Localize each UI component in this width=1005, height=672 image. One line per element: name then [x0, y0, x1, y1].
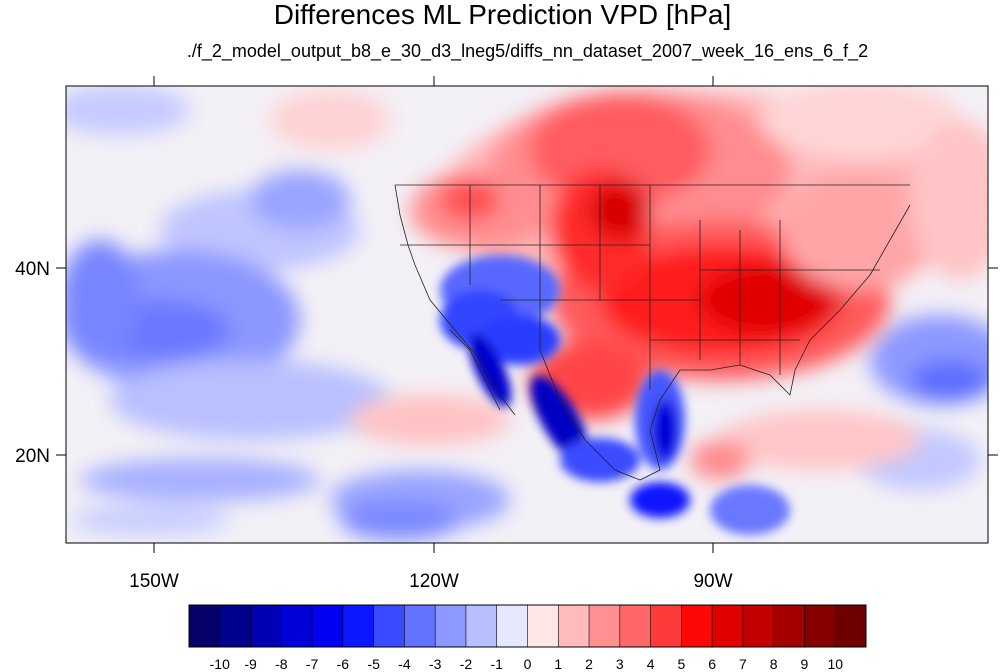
colorbar-label: -10 — [210, 656, 230, 672]
colorbar-swatch — [250, 605, 282, 647]
colorbar-swatch — [712, 605, 744, 647]
positive-field-continent — [270, 86, 988, 480]
map-subtitle: ./f_2_model_output_b8_e_30_d3_lneg5/diff… — [186, 41, 869, 61]
colorbar-swatch — [189, 605, 221, 647]
colorbar-label: 6 — [708, 656, 716, 672]
colorbar-swatch — [835, 605, 867, 647]
coastline-outlines — [394, 184, 911, 481]
map-title: Differences ML Prediction VPD [hPa] — [273, 0, 732, 30]
colorbar-swatch — [527, 605, 559, 647]
colorbar-label: 4 — [647, 656, 655, 672]
colorbar-label: 1 — [554, 656, 562, 672]
colorbar-swatch — [281, 605, 313, 647]
colorbar-swatch — [435, 605, 467, 647]
colorbar-swatch — [650, 605, 682, 647]
colorbar-swatch — [465, 605, 498, 647]
negative-field-mexico — [440, 255, 790, 535]
colorbar-label: 3 — [616, 656, 624, 672]
colorbar-label: -4 — [398, 656, 411, 672]
colorbar-label: 9 — [801, 656, 809, 672]
colorbar-label: -8 — [275, 656, 288, 672]
colorbar — [188, 604, 867, 648]
colorbar-label: 7 — [739, 656, 747, 672]
colorbar-swatch — [312, 605, 344, 647]
axis-ticks — [56, 76, 998, 553]
negative-field-pacific — [66, 86, 988, 540]
colorbar-label: -1 — [491, 656, 504, 672]
colorbar-label: 8 — [770, 656, 778, 672]
colorbar-label: -9 — [244, 656, 257, 672]
colorbar-label: -2 — [460, 656, 473, 672]
colorbar-label: -7 — [306, 656, 319, 672]
colorbar-swatch — [373, 605, 405, 647]
colorbar-swatch — [619, 605, 652, 647]
colorbar-swatch — [342, 605, 375, 647]
colorbar-swatch — [219, 605, 252, 647]
colorbar-swatch — [496, 605, 528, 647]
colorbar-swatch — [681, 605, 713, 647]
colorbar-swatch — [558, 605, 590, 647]
colorbar-label: 2 — [585, 656, 593, 672]
colorbar-swatch — [589, 605, 621, 647]
lon-label-150w: 150W — [129, 571, 179, 592]
plot-area — [66, 86, 988, 543]
lon-label-90w: 90W — [693, 571, 732, 592]
colorbar-label: -6 — [337, 656, 350, 672]
lat-label-20n: 20N — [15, 446, 50, 467]
colorbar-swatch — [773, 605, 805, 647]
colorbar-label: 5 — [677, 656, 685, 672]
colorbar-swatch — [804, 605, 836, 647]
colorbar-label: 10 — [827, 656, 843, 672]
colorbar-labels: -10 -9 -8 -7 -6 -5 -4 -3 -2 -1 0 1 2 3 4 5 6 7 8 9 10 — [210, 656, 844, 672]
colorbar-label: -3 — [429, 656, 442, 672]
plot-frame — [65, 85, 989, 544]
lon-label-120w: 120W — [409, 571, 459, 592]
colorbar-swatch — [742, 605, 775, 647]
lat-label-40n: 40N — [15, 259, 50, 280]
colorbar-label: 0 — [524, 656, 532, 672]
colorbar-swatch — [404, 605, 436, 647]
colorbar-label: -5 — [367, 656, 380, 672]
